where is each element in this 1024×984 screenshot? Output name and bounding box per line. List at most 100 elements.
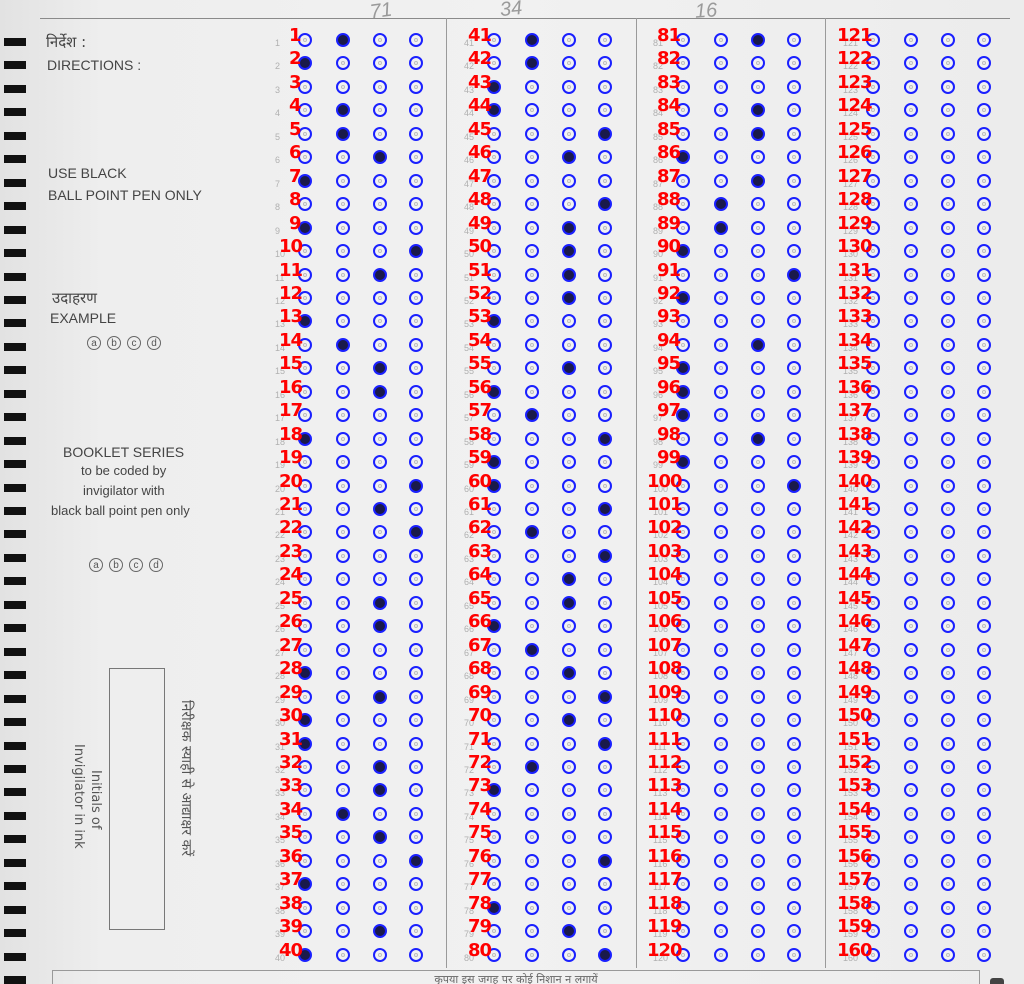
answer-bubble[interactable] <box>562 830 576 845</box>
answer-bubble[interactable] <box>941 79 955 94</box>
answer-bubble-filled[interactable] <box>598 502 612 516</box>
answer-bubble[interactable] <box>598 924 612 939</box>
answer-bubble[interactable] <box>335 595 350 610</box>
answer-bubble[interactable] <box>409 79 423 94</box>
answer-bubble[interactable] <box>598 877 612 892</box>
answer-bubble[interactable] <box>562 736 576 751</box>
answer-bubble[interactable] <box>335 173 350 188</box>
answer-bubble[interactable] <box>562 79 576 94</box>
answer-bubble[interactable] <box>977 103 991 118</box>
answer-bubble-filled[interactable] <box>676 244 690 259</box>
answer-bubble[interactable] <box>409 642 423 657</box>
answer-bubble[interactable] <box>787 197 801 212</box>
answer-bubble[interactable] <box>866 173 880 188</box>
answer-bubble[interactable] <box>373 126 387 141</box>
answer-bubble[interactable] <box>787 244 801 259</box>
answer-bubble[interactable] <box>409 455 423 470</box>
answer-bubble[interactable] <box>713 408 728 423</box>
answer-bubble[interactable] <box>977 79 991 94</box>
answer-bubble[interactable] <box>298 384 312 399</box>
answer-bubble[interactable] <box>941 947 955 962</box>
answer-bubble[interactable] <box>598 220 612 235</box>
answer-bubble[interactable] <box>335 736 350 751</box>
answer-bubble[interactable] <box>977 126 991 141</box>
answer-bubble-filled[interactable] <box>373 595 387 610</box>
answer-bubble-filled[interactable] <box>409 525 423 540</box>
answer-bubble[interactable] <box>598 150 612 165</box>
answer-bubble-filled[interactable] <box>751 431 765 446</box>
answer-bubble[interactable] <box>977 736 991 751</box>
answer-bubble[interactable] <box>335 713 350 728</box>
answer-bubble[interactable] <box>524 267 539 282</box>
answer-bubble[interactable] <box>941 525 955 540</box>
answer-bubble[interactable] <box>903 900 918 915</box>
answer-bubble[interactable] <box>903 126 918 141</box>
answer-bubble-filled[interactable] <box>562 666 576 681</box>
answer-bubble[interactable] <box>373 408 387 423</box>
answer-bubble[interactable] <box>977 431 991 446</box>
answer-bubble[interactable] <box>977 548 991 563</box>
answer-bubble[interactable] <box>335 642 350 657</box>
answer-bubble-filled[interactable] <box>524 56 539 71</box>
answer-bubble[interactable] <box>676 478 690 493</box>
answer-bubble[interactable] <box>866 689 880 704</box>
answer-bubble[interactable] <box>487 220 501 235</box>
answer-bubble[interactable] <box>977 759 991 774</box>
answer-bubble[interactable] <box>787 666 801 681</box>
answer-bubble[interactable] <box>562 502 576 516</box>
answer-bubble[interactable] <box>598 244 612 259</box>
answer-bubble[interactable] <box>409 220 423 235</box>
answer-bubble[interactable] <box>941 290 955 305</box>
answer-bubble[interactable] <box>335 56 350 71</box>
answer-bubble[interactable] <box>487 853 501 868</box>
answer-bubble[interactable] <box>598 384 612 399</box>
answer-bubble[interactable] <box>373 642 387 657</box>
answer-bubble-filled[interactable] <box>298 431 312 446</box>
answer-bubble[interactable] <box>524 572 539 587</box>
answer-bubble[interactable] <box>373 314 387 329</box>
answer-bubble-filled[interactable] <box>562 361 576 376</box>
answer-bubble[interactable] <box>941 431 955 446</box>
answer-bubble[interactable] <box>903 806 918 821</box>
answer-bubble[interactable] <box>676 947 690 962</box>
answer-bubble[interactable] <box>524 502 539 516</box>
answer-bubble[interactable] <box>524 173 539 188</box>
answer-bubble[interactable] <box>373 736 387 751</box>
answer-bubble[interactable] <box>298 103 312 118</box>
answer-bubble[interactable] <box>335 548 350 563</box>
answer-bubble[interactable] <box>598 314 612 329</box>
answer-bubble[interactable] <box>298 244 312 259</box>
answer-bubble[interactable] <box>787 455 801 470</box>
answer-bubble[interactable] <box>598 572 612 587</box>
answer-bubble[interactable] <box>903 642 918 657</box>
answer-bubble[interactable] <box>373 572 387 587</box>
answer-bubble[interactable] <box>562 314 576 329</box>
answer-bubble[interactable] <box>787 924 801 939</box>
answer-bubble-filled[interactable] <box>373 619 387 634</box>
answer-bubble[interactable] <box>941 666 955 681</box>
answer-bubble[interactable] <box>941 595 955 610</box>
answer-bubble[interactable] <box>787 642 801 657</box>
answer-bubble[interactable] <box>713 361 728 376</box>
answer-bubble[interactable] <box>713 619 728 634</box>
answer-bubble[interactable] <box>676 126 690 141</box>
answer-bubble[interactable] <box>335 924 350 939</box>
answer-bubble[interactable] <box>903 525 918 540</box>
answer-bubble[interactable] <box>713 877 728 892</box>
answer-bubble[interactable] <box>487 877 501 892</box>
answer-bubble-filled[interactable] <box>676 408 690 423</box>
answer-bubble[interactable] <box>298 759 312 774</box>
answer-bubble[interactable] <box>977 572 991 587</box>
answer-bubble[interactable] <box>866 56 880 71</box>
answer-bubble[interactable] <box>941 150 955 165</box>
answer-bubble[interactable] <box>335 244 350 259</box>
answer-bubble[interactable] <box>298 642 312 657</box>
answer-bubble[interactable] <box>335 314 350 329</box>
answer-bubble-filled[interactable] <box>676 455 690 470</box>
answer-bubble[interactable] <box>409 877 423 892</box>
answer-bubble[interactable] <box>298 126 312 141</box>
answer-bubble[interactable] <box>562 33 576 47</box>
answer-bubble[interactable] <box>941 103 955 118</box>
answer-bubble[interactable] <box>676 267 690 282</box>
answer-bubble[interactable] <box>941 384 955 399</box>
